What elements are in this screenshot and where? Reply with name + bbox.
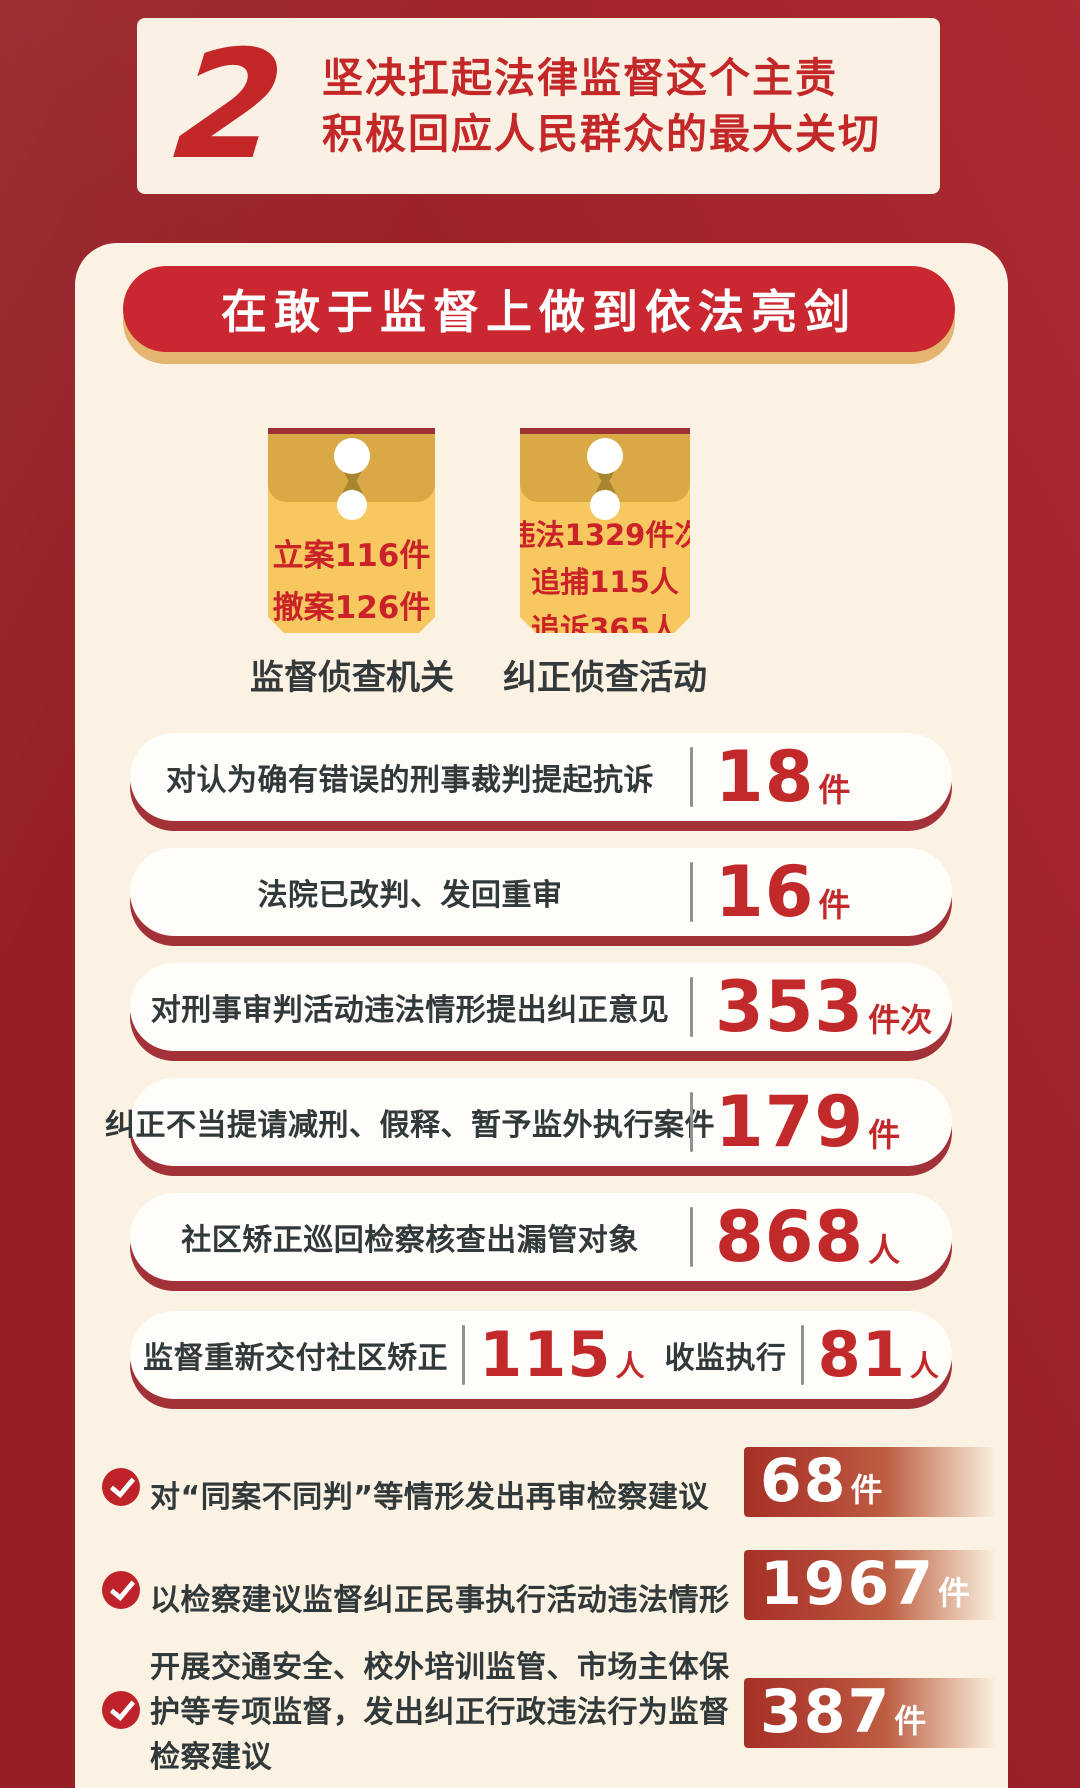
check-icon (102, 1571, 140, 1609)
envelope-stats: 立案116件 撤案126件 (273, 530, 431, 634)
stat-row: 监督重新交付社区矫正 115 人 收监执行 81 人 (130, 1311, 952, 1399)
section-banner-title: 在敢于监督上做到依法亮剑 (221, 285, 857, 339)
envelope-icon: 违法1329件次 追捕115人 追诉365人 (520, 428, 690, 633)
stat-line: 立案116件 (272, 538, 431, 574)
stat-number: 81 (817, 1318, 906, 1391)
badge-unit: 件 (894, 1702, 927, 1740)
stat-unit: 人 (909, 1349, 939, 1383)
stat-value: 81 人 (818, 1324, 939, 1386)
stat-unit: 件 (868, 1116, 901, 1154)
stat-line: 撤案126件 (272, 590, 431, 626)
check-row-line: 检察建议 (150, 1740, 272, 1775)
stat-row: 纠正不当提请减刑、假释、暂予监外执行案件 179 件 (105, 1078, 952, 1166)
header-card: 2 坚决扛起法律监督这个主责 积极回应人民群众的最大关切 (137, 18, 940, 194)
stat-number: 16 (715, 851, 815, 933)
envelope-button (587, 438, 623, 474)
badge-number: 68 (760, 1446, 848, 1516)
stat-row: 法院已改判、发回重审 16 件 (130, 848, 952, 936)
envelope-caption: 纠正侦查活动 (503, 658, 707, 698)
stat-value: 179 件 (693, 1087, 900, 1157)
number-badge: 68 件 (744, 1447, 1002, 1517)
divider (690, 862, 693, 922)
check-icon (102, 1691, 140, 1729)
badge-number: 387 (760, 1677, 892, 1747)
stat-line: 追捕115人 (531, 565, 679, 599)
stat-value: 18 件 (693, 742, 850, 812)
stat-label: 收监执行 (664, 1341, 787, 1376)
stat-unit: 人 (615, 1349, 645, 1383)
check-row-line: 开展交通安全、校外培训监管、市场主体保 (150, 1650, 730, 1685)
stat-label: 对认为确有错误的刑事裁判提起抗诉 (166, 763, 654, 798)
badge-unit: 件 (850, 1471, 883, 1509)
envelope-button (334, 438, 370, 474)
envelope-top-edge (520, 428, 690, 434)
divider (690, 977, 693, 1037)
header-title-line1: 坚决扛起法律监督这个主责 (322, 54, 838, 102)
section-banner: 在敢于监督上做到依法亮剑 (123, 266, 955, 352)
stat-row: 对认为确有错误的刑事裁判提起抗诉 18 件 (130, 733, 952, 821)
check-row-line: 护等专项监督，发出纠正行政违法行为监督 (150, 1695, 730, 1730)
stat-label: 纠正不当提请减刑、假释、暂予监外执行案件 (105, 1108, 715, 1143)
stat-value: 868 人 (693, 1202, 900, 1272)
check-icon (102, 1468, 140, 1506)
stat-number: 115 (479, 1318, 612, 1391)
envelope-button (590, 490, 620, 520)
stat-value: 16 件 (693, 857, 850, 927)
stat-line: 违法1329件次 (506, 518, 704, 552)
envelope-icon: 立案116件 撤案126件 (268, 428, 435, 633)
envelope-caption: 监督侦查机关 (250, 658, 454, 698)
number-badge: 387 件 (744, 1678, 1002, 1748)
badge-number: 1967 (760, 1549, 935, 1619)
stat-row: 对刑事审判活动违法情形提出纠正意见 353 件次 (130, 963, 952, 1051)
badge-unit: 件 (938, 1574, 971, 1612)
stat-number: 353 (715, 966, 865, 1048)
stat-unit: 件 (818, 771, 851, 809)
check-row-text: 对“同案不同判”等情形发出再审检察建议 (150, 1480, 709, 1515)
divider (462, 1325, 466, 1385)
stat-unit: 件次 (868, 1001, 933, 1039)
check-row-text: 开展交通安全、校外培训监管、市场主体保 护等专项监督，发出纠正行政违法行为监督 … (150, 1645, 750, 1780)
stat-label: 监督重新交付社区矫正 (143, 1341, 449, 1376)
stat-number: 868 (715, 1196, 865, 1278)
section-number: 2 (168, 19, 291, 193)
stat-label: 法院已改判、发回重审 (257, 878, 563, 913)
stat-number: 18 (715, 736, 815, 818)
number-badge: 1967 件 (744, 1550, 1002, 1620)
stat-row: 社区矫正巡回检察核查出漏管对象 868 人 (130, 1193, 952, 1281)
envelope-button (337, 490, 367, 520)
envelope-stats: 违法1329件次 追捕115人 追诉365人 (507, 512, 704, 653)
header-title: 坚决扛起法律监督这个主责 积极回应人民群众的最大关切 (322, 54, 881, 158)
divider (800, 1325, 804, 1385)
divider (690, 1207, 693, 1267)
check-row-text: 以检察建议监督纠正民事执行活动违法情形 (150, 1583, 730, 1618)
envelope-top-edge (268, 428, 435, 434)
stat-value: 353 件次 (693, 972, 932, 1042)
header-title-line2: 积极回应人民群众的最大关切 (322, 110, 881, 158)
divider (690, 1092, 693, 1152)
divider (690, 747, 693, 807)
stat-unit: 人 (868, 1231, 901, 1269)
stat-label: 社区矫正巡回检察核查出漏管对象 (181, 1223, 639, 1258)
stat-unit: 件 (818, 886, 851, 924)
stat-number: 179 (715, 1081, 865, 1163)
stat-label: 对刑事审判活动违法情形提出纠正意见 (150, 993, 670, 1028)
stat-value: 115 人 (479, 1324, 644, 1386)
